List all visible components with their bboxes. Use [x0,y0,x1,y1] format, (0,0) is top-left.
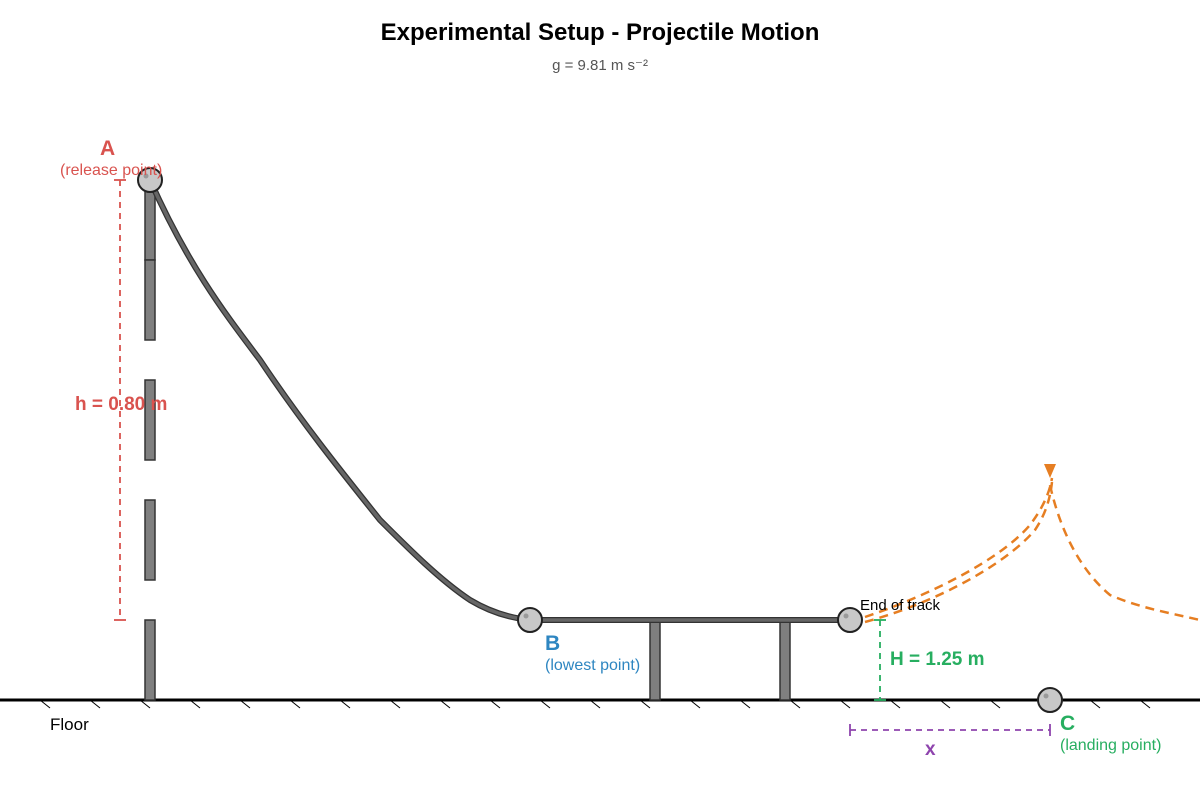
ball-at-b [517,607,543,633]
trajectory-arrowhead [1044,464,1056,478]
point-b-letter: B [545,632,560,655]
floor-label: Floor [50,715,89,734]
ball-at-c [1037,687,1063,713]
projectile-trajectory [864,477,1200,624]
table-height-dimension [874,619,886,701]
table-height-label: H = 1.25 m [890,649,985,670]
release-support-post [144,179,156,701]
diagram-title: Experimental Setup - Projectile Motion [381,19,820,46]
curved-track-outline [147,177,533,623]
gravity-subtitle: g = 9.81 m s⁻² [552,57,648,74]
release-height-label: h = 0.80 m [75,394,167,415]
range-label: x [925,739,936,760]
release-height-dimension [114,179,126,621]
ball-at-track-end [837,607,863,633]
point-a-description: (release point) [60,162,162,179]
point-a-letter: A [100,137,115,160]
point-c-description: (landing point) [1060,737,1161,754]
end-of-track-label: End of track [860,597,941,614]
table-leg-right [779,619,791,701]
ball-at-a [137,167,163,193]
curved-track [148,178,532,622]
point-c-letter: C [1060,712,1075,735]
point-b-description: (lowest point) [545,657,640,674]
range-dimension [849,724,1051,736]
table-leg-left [649,619,661,701]
